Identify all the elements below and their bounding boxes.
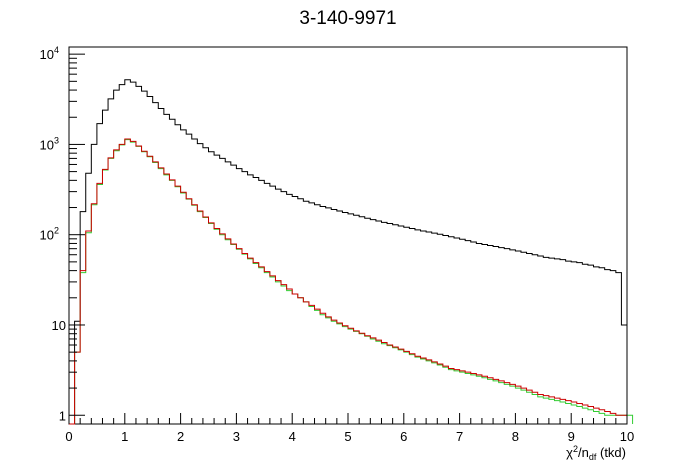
x-tick-label: 4 (289, 429, 296, 444)
x-axis-label-tail: (tkd) (596, 445, 626, 460)
x-tick-label: 2 (177, 429, 184, 444)
x-axis-label-mid: /n (578, 445, 589, 460)
x-tick-label: 3 (233, 429, 240, 444)
x-tick-label: 6 (400, 429, 407, 444)
y-tick-label: 1 (59, 408, 66, 423)
y-tick-label-exp: 3 (54, 135, 59, 145)
x-axis-label-sub: df (589, 452, 597, 462)
y-tick-label: 103 (40, 135, 59, 152)
x-tick-label: 0 (65, 429, 72, 444)
series-line-2 (69, 138, 628, 425)
series-line-0 (69, 79, 628, 425)
y-tick-label-base: 10 (52, 318, 66, 333)
x-tick-label: 9 (568, 429, 575, 444)
series-line-1 (69, 139, 634, 425)
y-tick-label-exp: 2 (54, 226, 59, 236)
series-layer (69, 79, 634, 425)
x-tick-label: 10 (620, 429, 634, 444)
chart-title: 3-140-9971 (299, 8, 396, 29)
plot-frame (68, 46, 628, 425)
x-tick-label: 8 (512, 429, 519, 444)
x-axis-label-base: χ (566, 445, 573, 460)
x-tick-label: 5 (344, 429, 351, 444)
y-tick-label: 102 (40, 226, 59, 243)
x-axis-label-sup: 2 (573, 444, 578, 454)
y-tick-label-base: 10 (40, 137, 54, 152)
y-tick-label: 104 (40, 45, 59, 62)
y-tick-label-base: 10 (40, 47, 54, 62)
y-tick-label-base: 1 (59, 408, 66, 423)
y-tick-label-base: 10 (40, 228, 54, 243)
x-tick-label: 1 (121, 429, 128, 444)
y-tick-label: 10 (52, 318, 66, 333)
x-axis-label: χ2/ndf (tkd) (566, 444, 626, 462)
x-tick-label: 7 (456, 429, 463, 444)
y-tick-label-exp: 4 (54, 45, 59, 55)
